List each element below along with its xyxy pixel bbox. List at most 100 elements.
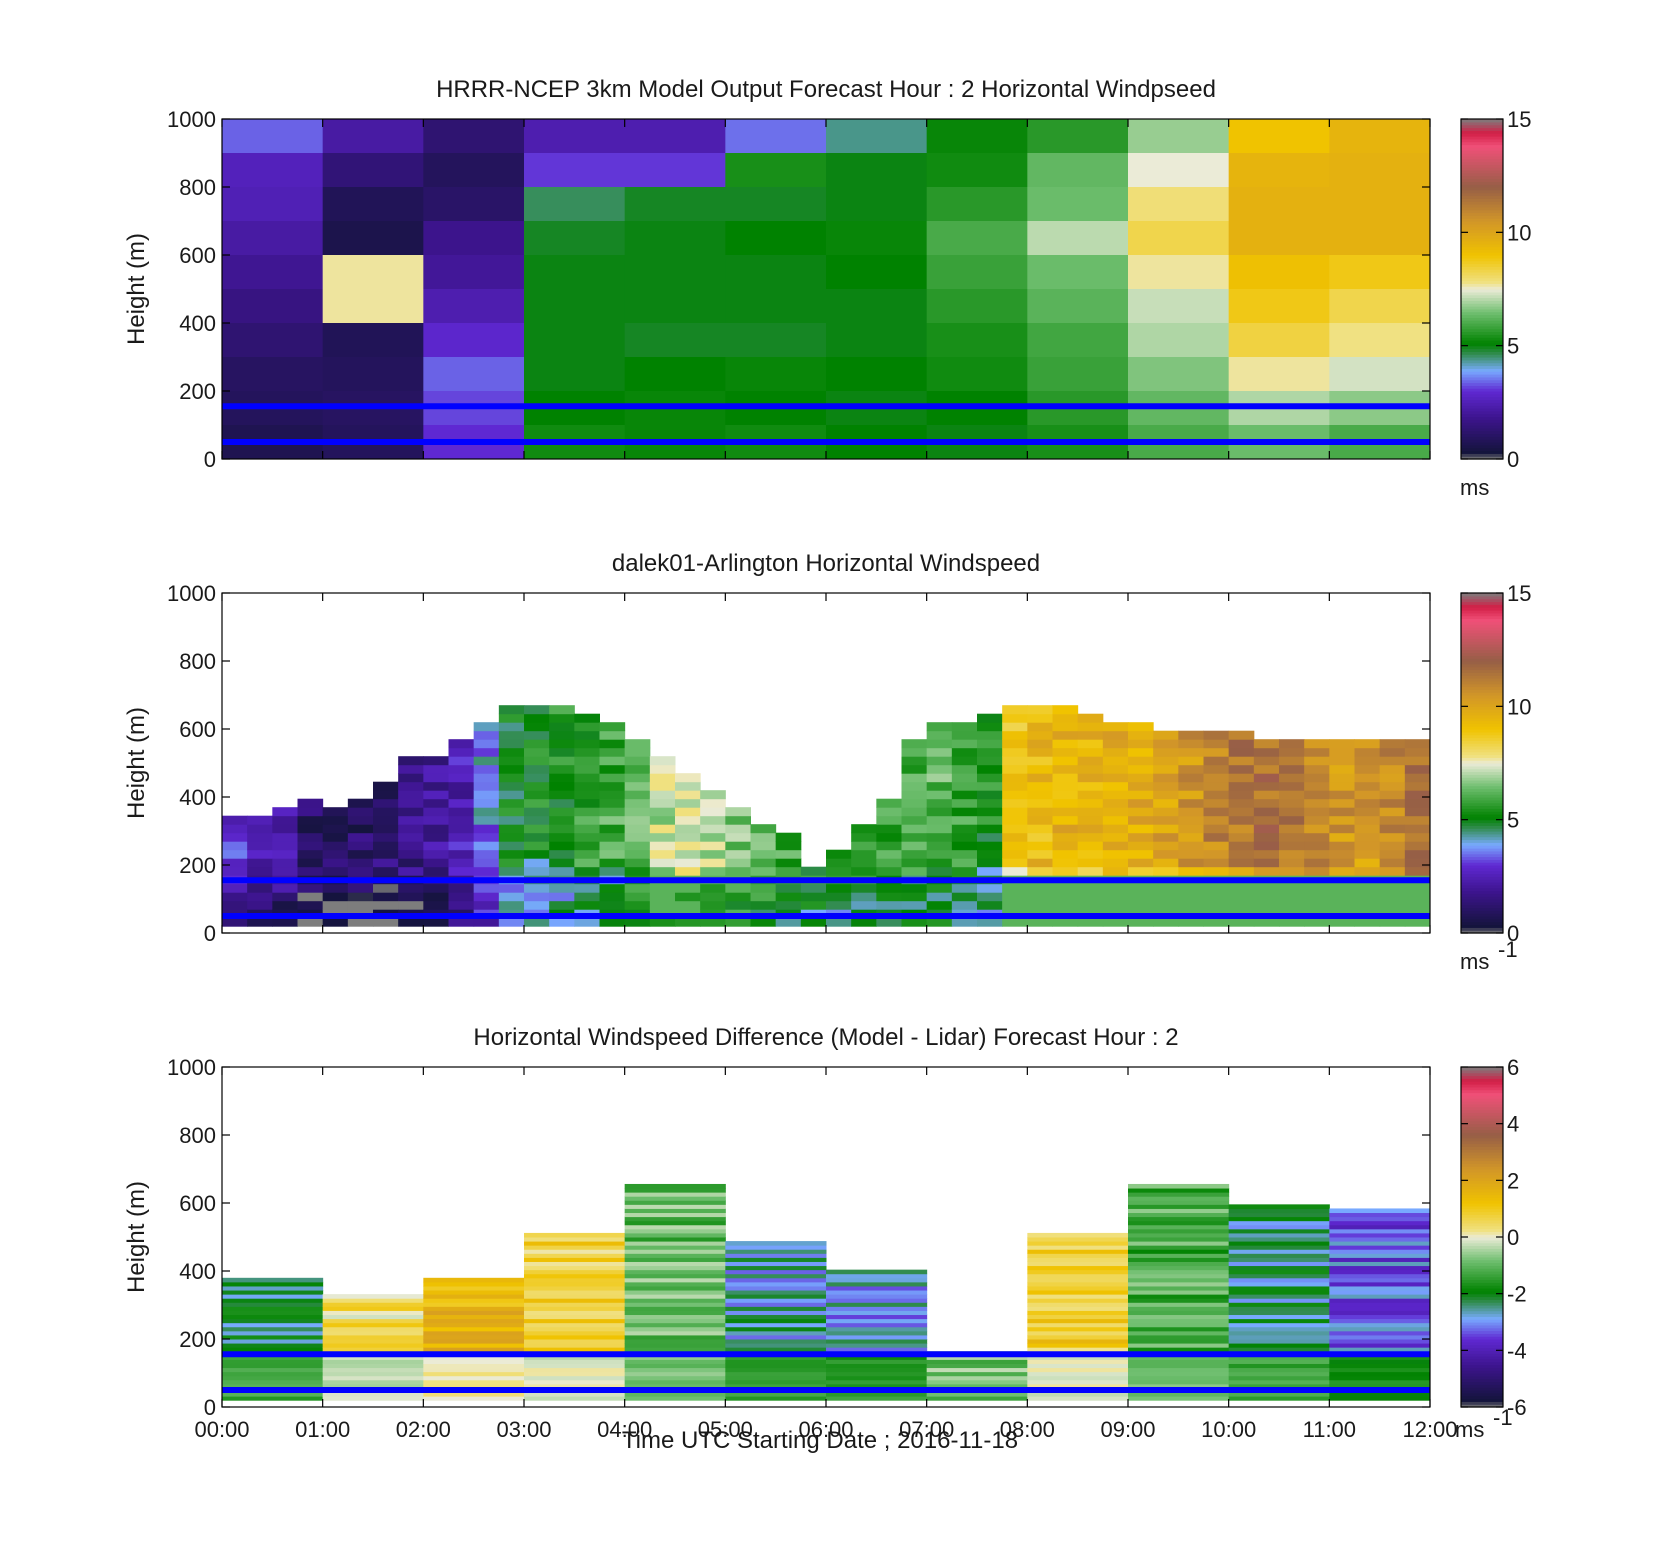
colorbar-segment	[1461, 408, 1503, 412]
heatmap-cell	[1027, 739, 1053, 749]
heatmap-cell	[498, 781, 525, 791]
heatmap-cell	[1128, 1257, 1230, 1262]
heatmap-cell	[1329, 807, 1355, 817]
heatmap-cell	[775, 866, 802, 876]
heatmap-cell	[1153, 764, 1179, 774]
heatmap-cell	[247, 900, 273, 910]
heatmap-cell	[826, 1371, 928, 1377]
heatmap-cell	[675, 866, 701, 876]
colorbar-segment	[1461, 1126, 1503, 1130]
heatmap-cell	[826, 153, 928, 188]
heatmap-cell	[1354, 815, 1381, 825]
colorbar-segment	[1461, 138, 1503, 143]
heatmap-cell	[1128, 1306, 1230, 1311]
heatmap-cell	[1253, 841, 1280, 851]
heatmap-cell	[1027, 1241, 1129, 1246]
colorbar-segment	[1461, 1095, 1503, 1099]
heatmap-cell	[398, 781, 424, 791]
heatmap-cell	[599, 790, 626, 800]
heatmap-cell	[574, 747, 600, 757]
colorbar-tick-label: 15	[1507, 581, 1531, 606]
heatmap-cell	[1228, 187, 1330, 222]
heatmap-cell	[222, 849, 248, 859]
heatmap-cell	[826, 1269, 928, 1275]
heatmap-cell	[1002, 764, 1028, 774]
heatmap-cell	[624, 866, 651, 876]
heatmap-cell	[423, 1318, 525, 1324]
heatmap-cell	[725, 1367, 827, 1373]
heatmap-cell	[524, 1277, 626, 1283]
heatmap-cell	[1052, 790, 1079, 800]
heatmap-cell	[1128, 1383, 1230, 1389]
heatmap-cell	[1329, 1363, 1431, 1369]
heatmap-cell	[222, 255, 324, 290]
colorbar-segment	[1461, 340, 1503, 344]
heatmap-cell	[1203, 883, 1230, 893]
heatmap-cell	[272, 866, 298, 876]
y-axis-label: Height (m)	[123, 233, 150, 345]
colorbar-segment	[1461, 1248, 1503, 1252]
heatmap-cell	[524, 1290, 626, 1295]
heatmap-cell	[574, 722, 600, 732]
heatmap-cell	[1027, 849, 1053, 859]
heatmap-cell	[725, 153, 827, 188]
heatmap-cell	[725, 255, 827, 290]
heatmap-cell	[1404, 739, 1431, 749]
heatmap-cell	[926, 722, 953, 732]
heatmap-cell	[1052, 747, 1079, 757]
heatmap-cell	[851, 866, 877, 876]
heatmap-cell	[549, 883, 575, 893]
heatmap-cell	[1329, 917, 1355, 927]
colorbar-tick-label: 0	[1507, 447, 1519, 472]
heatmap-cell	[1027, 866, 1053, 876]
colorbar-segment	[1461, 450, 1503, 454]
heatmap-cell	[624, 1318, 726, 1324]
colorbar-segment	[1461, 646, 1503, 651]
heatmap-cell	[750, 849, 777, 859]
heatmap-cell	[423, 1334, 525, 1340]
heatmap-cell	[1077, 781, 1104, 791]
heatmap-cell	[826, 1326, 928, 1332]
colorbar-segment	[1461, 286, 1503, 290]
colorbar-segment	[1461, 924, 1503, 928]
colorbar-segment	[1461, 1188, 1503, 1193]
heatmap-cell	[775, 917, 802, 927]
heatmap-cell	[1329, 1294, 1431, 1299]
colorbar-segment	[1461, 1392, 1503, 1397]
heatmap-cell	[1128, 1347, 1230, 1352]
colorbar-segment	[1461, 879, 1503, 883]
heatmap-cell	[926, 883, 953, 893]
heatmap-cell	[1228, 807, 1255, 817]
heatmap-cell	[423, 773, 449, 783]
heatmap-cell	[1228, 1383, 1330, 1389]
heatmap-cell	[599, 773, 626, 783]
heatmap-cell	[1052, 883, 1079, 893]
colorbar-segment	[1461, 141, 1503, 146]
heatmap-cell	[247, 892, 273, 902]
heatmap-cell	[448, 764, 475, 774]
heatmap-cell	[649, 841, 676, 851]
colorbar-segment	[1461, 913, 1503, 917]
heatmap-cell	[901, 917, 928, 927]
heatmap-cell	[1354, 849, 1381, 859]
heatmap-cell	[1329, 221, 1431, 256]
heatmap-cell	[423, 1330, 525, 1336]
colorbar-segment	[1461, 655, 1503, 659]
heatmap-cell	[222, 323, 324, 358]
heatmap-cell	[473, 849, 500, 859]
heatmap-cell	[498, 841, 525, 851]
heatmap-cell	[1027, 1330, 1129, 1336]
heatmap-cell	[1077, 764, 1104, 774]
heatmap-cell	[398, 824, 424, 834]
heatmap-cell	[1304, 866, 1330, 876]
heatmap-cell	[222, 883, 248, 893]
colorbar-segment	[1461, 1242, 1503, 1247]
heatmap-cell	[1077, 849, 1104, 859]
heatmap-cell	[1102, 747, 1129, 757]
heatmap-cell	[1379, 883, 1406, 893]
heatmap-cell	[1102, 773, 1129, 783]
heatmap-cell	[624, 849, 651, 859]
colorbar-segment	[1461, 1208, 1503, 1213]
heatmap-cell	[498, 722, 525, 732]
